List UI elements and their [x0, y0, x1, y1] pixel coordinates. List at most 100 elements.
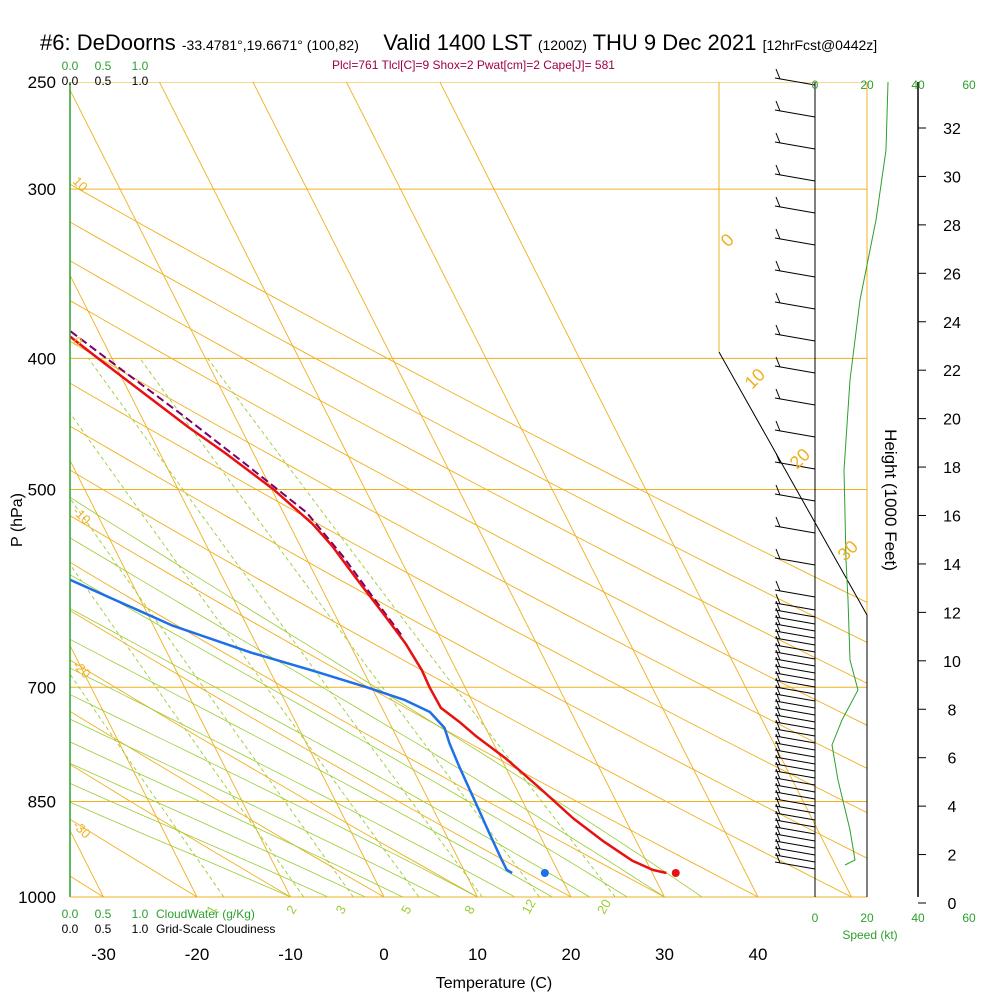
wind-barb	[774, 164, 816, 182]
wind-barb-flag	[775, 796, 781, 808]
wind-barb	[774, 670, 816, 688]
mixing-ratio-label: 5	[398, 903, 415, 917]
wind-barb-staff	[774, 109, 816, 118]
wind-barb-flag	[775, 600, 781, 612]
wind-barb-staff	[774, 735, 816, 744]
mixing-ratio-line	[139, 358, 540, 897]
wind-barb	[774, 484, 816, 502]
wind-barb-flag	[775, 761, 781, 773]
isotherm-line	[439, 82, 852, 897]
cloudwater-tick-top: 0.5	[95, 59, 112, 73]
wind-barb	[774, 649, 816, 667]
wind-barb-staff	[774, 861, 816, 870]
wind-barb-flag	[775, 388, 781, 400]
moist-adiabat-line	[70, 537, 665, 897]
dry-adiabat-line	[70, 221, 867, 643]
wind-barb	[774, 228, 816, 246]
wind-barb	[774, 628, 816, 646]
moist-adiabat-line	[70, 607, 590, 897]
wind-barb	[774, 548, 816, 566]
wind-barb-staff	[774, 805, 816, 814]
wind-barb	[774, 782, 816, 800]
wind-barb	[774, 768, 816, 786]
wind-barb-staff	[774, 557, 816, 566]
height-tick-label: 12	[943, 605, 961, 622]
cloudwater-tick-bottom: 1.0	[132, 907, 149, 921]
wind-barb-staff	[774, 742, 816, 751]
surface-dewpoint-dot	[540, 869, 549, 878]
cloudwater-axis-title: CloudWater (g/Kg)	[156, 907, 255, 921]
wind-barb-flag	[775, 164, 781, 176]
wind-barb	[774, 817, 816, 835]
wind-barb-staff	[774, 525, 816, 534]
wind-barb	[774, 691, 816, 709]
wind-barb-staff	[774, 333, 816, 342]
wind-barb-staff	[774, 777, 816, 786]
isotherm-line	[70, 459, 291, 897]
moist-adiabat-line	[70, 762, 366, 897]
x-axis-title: Temperature (C)	[436, 975, 552, 992]
wind-barb-staff	[774, 637, 816, 646]
wind-barb-staff	[774, 721, 816, 730]
cloudiness-tick-top: 0.5	[95, 74, 112, 88]
wind-barb-flag	[775, 132, 781, 144]
chart-header: #6: DeDoorns -33.4781°,19.6671° (100,82)…	[40, 30, 877, 56]
wind-barb	[774, 698, 816, 716]
wind-barb	[774, 292, 816, 310]
temperature-tick-label: 20	[562, 945, 581, 964]
wind-barb-flag	[775, 782, 781, 794]
dry-adiabat-line	[70, 425, 867, 859]
wind-barb-flag	[775, 852, 781, 864]
station-name: #6: DeDoorns	[40, 30, 176, 55]
wind-barb-staff	[774, 173, 816, 182]
cloudwater-tick-top: 1.0	[132, 59, 149, 73]
wind-barb-flag	[775, 68, 781, 80]
cloudiness-tick-bottom: 1.0	[132, 922, 149, 936]
wind-barb-flag	[775, 838, 781, 850]
forecast-info: [12hrFcst@0442z]	[762, 37, 878, 53]
wind-barb-staff	[774, 728, 816, 737]
wind-barb	[774, 726, 816, 744]
wind-barb-staff	[774, 686, 816, 695]
wind-barb-flag	[775, 691, 781, 703]
mixing-ratio-label: 20	[594, 896, 614, 916]
mixing-ratio-label: 8	[461, 903, 478, 917]
wind-barb	[774, 600, 816, 618]
wind-barb-staff	[774, 651, 816, 660]
wind-barb-flag	[775, 684, 781, 696]
wind-barb	[774, 580, 816, 598]
wind-barb-flag	[775, 670, 781, 682]
wind-barb	[774, 656, 816, 674]
wind-barb-staff	[774, 665, 816, 674]
terrain-boundary-line	[718, 351, 868, 897]
height-tick-label: 8	[948, 702, 957, 719]
wind-barb-flag	[775, 420, 781, 432]
wind-barb	[774, 803, 816, 821]
wind-barb	[774, 260, 816, 278]
wind-barb-flag	[775, 196, 781, 208]
speed-tick-bottom: 40	[911, 911, 925, 925]
height-tick-label: 16	[943, 509, 961, 526]
height-tick-label: 14	[943, 557, 961, 574]
wind-barb	[774, 754, 816, 772]
moist-adiabat-line	[70, 741, 403, 897]
wind-barb-flag	[775, 789, 781, 801]
wind-barb-flag	[775, 733, 781, 745]
height-axis-title: Height (1000 Feet)	[881, 429, 900, 571]
valid-date: THU 9 Dec 2021	[592, 30, 757, 55]
speed-axis-title: Speed (kt)	[842, 928, 897, 942]
wind-barb-flag	[775, 775, 781, 787]
isotherm-line	[70, 274, 385, 897]
mixing-ratio-label: 2	[283, 903, 300, 917]
wind-barb-staff	[774, 644, 816, 653]
speed-tick-bottom: 0	[812, 911, 819, 925]
isotherm-line	[252, 82, 665, 897]
wind-barb	[774, 789, 816, 807]
height-tick-label: 18	[943, 460, 961, 477]
wind-barb-flag	[775, 649, 781, 661]
valid-time: Valid 1400 LST	[383, 30, 532, 55]
height-tick-label: 6	[948, 751, 957, 768]
wind-barb	[774, 516, 816, 534]
wind-barb	[774, 642, 816, 660]
wind-barb-staff	[774, 826, 816, 835]
